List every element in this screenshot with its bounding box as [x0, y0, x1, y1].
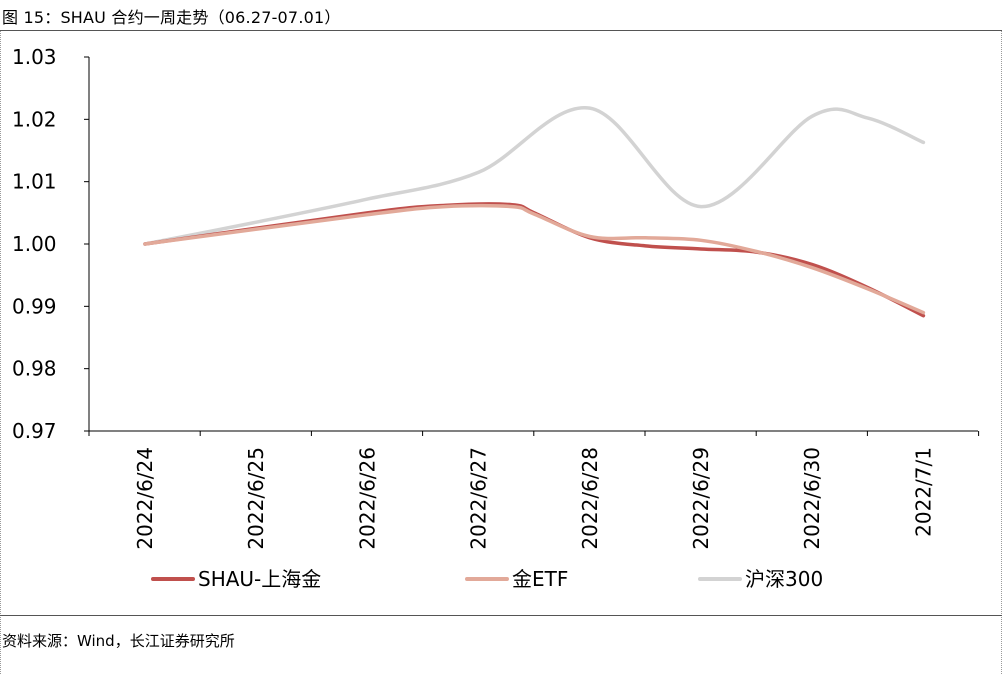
y-axis: 1.03 1.02 1.01 1.00 0.99 0.98 0.97	[12, 45, 90, 443]
x-tick-label: 2022/6/26	[355, 447, 379, 550]
legend: SHAU-上海金 金ETF 沪深300	[151, 567, 823, 591]
x-tick-label: 2022/6/30	[800, 447, 824, 550]
legend-label: 金ETF	[512, 567, 568, 591]
x-tick-label: 2022/7/1	[911, 447, 935, 537]
source-note: 资料来源：Wind，长江证券研究所	[2, 632, 235, 650]
y-tick-label: 0.97	[12, 419, 57, 443]
x-tick-label: 2022/6/27	[467, 447, 491, 550]
x-tick-label: 2022/6/28	[578, 447, 602, 550]
y-tick-label: 1.02	[12, 107, 57, 131]
y-tick-label: 1.00	[12, 232, 57, 256]
title-divider	[0, 30, 1002, 31]
y-tick-label: 1.03	[12, 45, 57, 69]
series-line-2	[143, 106, 926, 246]
x-tick-label: 2022/6/24	[133, 447, 157, 550]
figure-title: 图 15：SHAU 合约一周走势（06.27-07.01）	[2, 8, 341, 27]
x-tick-label: 2022/6/29	[689, 447, 713, 550]
x-axis: 2022/6/24 2022/6/25 2022/6/26 2022/6/27 2022…	[88, 430, 980, 550]
y-tick-label: 1.01	[12, 170, 57, 194]
x-tick-label: 2022/6/25	[244, 447, 268, 550]
series-line-1	[143, 203, 926, 315]
source-divider	[0, 615, 1002, 616]
legend-label: 沪深300	[745, 567, 823, 591]
legend-label: SHAU-上海金	[198, 567, 321, 591]
y-tick-label: 0.99	[12, 294, 57, 318]
y-tick-label: 0.98	[12, 357, 57, 381]
series-lines	[143, 106, 926, 318]
frame-left-border	[0, 30, 1, 674]
